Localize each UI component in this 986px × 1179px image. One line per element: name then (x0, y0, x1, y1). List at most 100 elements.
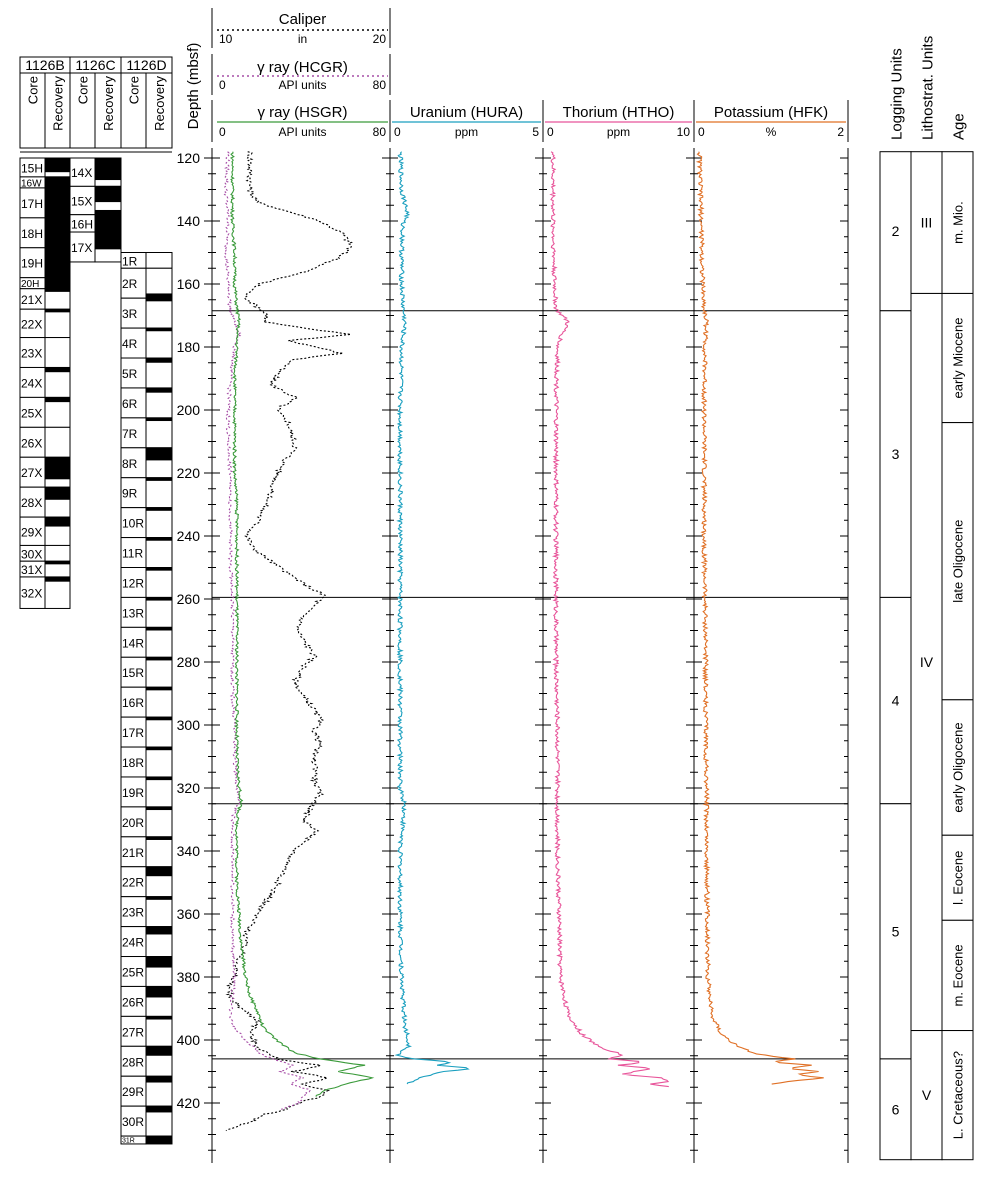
curve-thorium-htho- (549, 151, 670, 1088)
depth-tick-label: 360 (177, 906, 201, 922)
recovery-bar (146, 627, 172, 631)
recovery-bar (45, 187, 70, 218)
core-cell (120, 596, 147, 628)
unit-cell (910, 1030, 943, 1161)
core-label: 25X (21, 406, 42, 420)
recovery-cell (145, 1015, 173, 1047)
recovery-bar (146, 567, 172, 571)
unit-columns: Logging Units Lithostrat. Units Age 2 3 4 5 6 II… (879, 36, 974, 1161)
recovery-bar (146, 657, 172, 661)
depth-tick-label: 320 (177, 780, 201, 796)
recovery-bar (146, 717, 172, 721)
svg-text:Core: Core (26, 76, 41, 104)
recovery-bar (146, 597, 172, 601)
unit-cell (879, 803, 912, 1060)
recovery-bar (45, 367, 70, 373)
recovery-bar (146, 1106, 172, 1113)
core-label: 23R (122, 906, 144, 920)
depth-tick-label: 400 (177, 1032, 201, 1048)
recovery-cell (145, 327, 173, 359)
svg-text:Core: Core (127, 76, 142, 104)
recovery-cell (145, 567, 173, 598)
recovery-bar (45, 517, 70, 527)
depth-axis-label: Depth (mbsf) (185, 43, 202, 130)
recovery-cell (44, 544, 71, 562)
recovery-bar (45, 561, 70, 565)
core-label: 23X (21, 347, 42, 361)
core-label: 15R (122, 666, 144, 680)
recovery-bar (45, 158, 70, 173)
depth-tick-label: 380 (177, 969, 201, 985)
hole-header: 1126C (75, 57, 115, 73)
unit-label: V (922, 1087, 932, 1103)
column-header: Age (951, 113, 968, 140)
scale-min: 0 (219, 125, 226, 139)
scale-min: 0 (394, 125, 401, 139)
unit-label: 4 (892, 693, 900, 709)
recovery-bar (146, 447, 172, 461)
recovery-cell (44, 426, 71, 458)
column-header: Lithostrat. Units (920, 36, 937, 140)
hole-header: 1126B (25, 57, 64, 73)
core-cell (120, 567, 147, 598)
recovery-bar (146, 926, 172, 935)
recovery-cell (145, 252, 173, 269)
depth-tick-label: 120 (177, 150, 201, 166)
recovery-bar (146, 747, 172, 751)
scale-max: 2 (837, 125, 844, 139)
recovery-bar (45, 247, 70, 278)
unit-label: 6 (892, 1101, 900, 1117)
depth-tick-label: 160 (177, 276, 201, 292)
core-cell (19, 456, 46, 488)
unit-label: IV (920, 654, 934, 670)
recovery-bar (146, 328, 172, 332)
core-cell (19, 366, 46, 398)
core-label: 30R (122, 1115, 144, 1129)
scale-max: 80 (373, 78, 387, 92)
depth-tick-label: 220 (177, 465, 201, 481)
curve--ray-hsgr- (229, 151, 375, 1097)
recovery-bar (146, 1046, 172, 1056)
depth-tick-label: 140 (177, 213, 201, 229)
recovery-bar (146, 986, 172, 998)
recovery-cell (145, 477, 173, 509)
recovery-bar (146, 776, 172, 781)
core-cell (120, 447, 147, 479)
core-label: 18R (122, 756, 144, 770)
core-cell (120, 656, 147, 688)
recovery-cell (145, 626, 173, 658)
core-cell (120, 327, 147, 359)
recovery-bar (146, 866, 172, 877)
core-label: 22R (122, 876, 144, 890)
recovery-cell (145, 896, 173, 928)
age-label: l. Eocene (951, 851, 966, 905)
recovery-cell (145, 417, 173, 449)
recovery-bar (146, 537, 172, 541)
svg-text:Recovery: Recovery (152, 76, 167, 131)
unit-label: III (921, 215, 933, 231)
recovery-bar (45, 288, 70, 292)
svg-text:Recovery: Recovery (101, 76, 116, 131)
core-label: 16R (122, 696, 144, 710)
scale-min: 0 (547, 125, 554, 139)
scale-max: 80 (373, 125, 387, 139)
recovery-cell (44, 396, 71, 428)
core-label: 5R (122, 367, 138, 381)
unit-cell (910, 292, 943, 1032)
recovery-bar (146, 896, 172, 900)
core-label: 20R (122, 816, 144, 830)
core-label: 16H (71, 217, 93, 231)
recovery-bar (95, 209, 121, 233)
scale-unit: ppm (455, 125, 478, 139)
recovery-cell (145, 507, 173, 539)
hole-header: 1126D (126, 57, 166, 73)
scale-max: 5 (532, 125, 539, 139)
recovery-cell (145, 686, 173, 718)
scale-unit: API units (278, 125, 326, 139)
depth-tick-label: 180 (177, 339, 201, 355)
core-cell (120, 507, 147, 539)
core-label: 21X (21, 293, 42, 307)
core-label: 30X (21, 547, 42, 561)
recovery-cell (145, 746, 173, 778)
recovery-bar (146, 1016, 172, 1020)
